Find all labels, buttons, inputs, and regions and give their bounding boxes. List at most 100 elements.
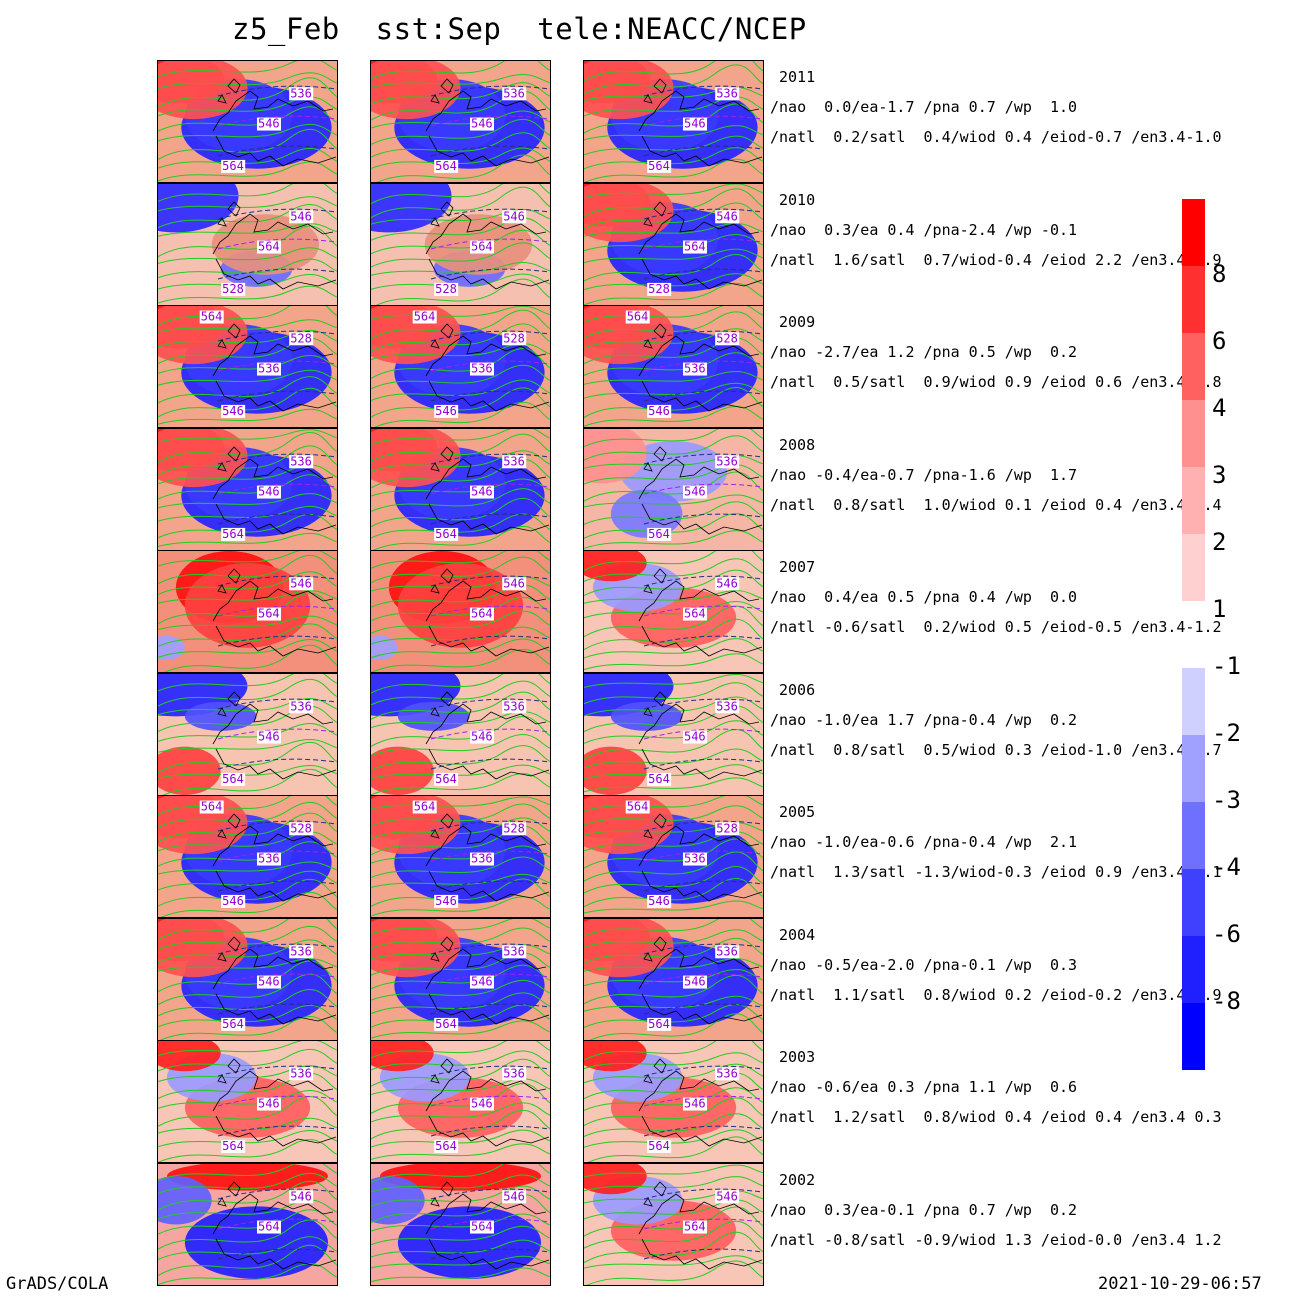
- height-contour: [158, 258, 337, 278]
- map-field: 546 564: [584, 551, 763, 672]
- index-line-1: /nao -0.5/ea-2.0 /pna-0.1 /wp 0.3: [770, 955, 1078, 974]
- height-contour: [158, 988, 337, 1017]
- height-contour: [584, 428, 763, 447]
- height-contour: [158, 623, 337, 648]
- year-label: 2010: [779, 190, 816, 209]
- map-field: 546 564: [584, 1163, 763, 1285]
- anomaly-blob: [584, 796, 674, 855]
- coastline: [212, 323, 337, 412]
- contour-label: 546: [256, 1097, 281, 1111]
- height-contour: [371, 878, 550, 908]
- svg-text:546: 546: [471, 484, 493, 498]
- height-contour: [584, 822, 763, 836]
- height-contour: [371, 1058, 550, 1087]
- contour-label: 546: [682, 484, 707, 499]
- contour-label: 546: [502, 209, 527, 223]
- height-contour: [371, 1267, 550, 1282]
- svg-text:564: 564: [435, 1139, 457, 1153]
- contour-label: 536: [682, 362, 707, 376]
- map-panel-2005-2: 528 536 546 564: [370, 795, 551, 918]
- svg-text:546: 546: [290, 209, 312, 223]
- index-line-1: /nao 0.4/ea 0.5 /pna 0.4 /wp 0.0: [770, 588, 1078, 606]
- height-contour: [584, 968, 763, 986]
- svg-text:528: 528: [290, 821, 312, 835]
- contour-label: 546: [469, 1097, 494, 1111]
- anomaly-blob: [158, 746, 221, 795]
- height-contour: [584, 352, 763, 377]
- height-contour: [158, 369, 337, 386]
- contour-label: 564: [221, 159, 246, 173]
- svg-text:564: 564: [258, 239, 280, 253]
- coastline: [638, 1180, 763, 1269]
- height-contour: [584, 558, 763, 583]
- height-contour: [371, 1213, 550, 1232]
- index-line-2: /natl 0.2/satl 0.4/wiod 0.4 /eiod-0.7 /e…: [770, 128, 1222, 146]
- height-contour: [158, 831, 337, 852]
- height-contour: [371, 82, 550, 105]
- height-contour: [158, 431, 337, 463]
- map-field: 536 546 564: [158, 673, 337, 795]
- svg-text:536: 536: [503, 699, 525, 713]
- height-contour: [589, 1012, 763, 1040]
- height-contour: [584, 681, 763, 704]
- coastline: [425, 78, 550, 167]
- height-contour: [371, 323, 550, 353]
- height-contour: [584, 551, 763, 572]
- map-panel-2004-1: 536 546 564: [157, 917, 338, 1041]
- contour-label: 546: [469, 484, 494, 499]
- height-contour: [584, 406, 763, 427]
- map-panel-2006-1: 536 546 564: [157, 672, 338, 796]
- colorbar-label: -3: [1212, 786, 1241, 814]
- map-panel-2008-1: 536 546 564: [157, 427, 338, 551]
- colorbar-label: 1: [1212, 595, 1227, 623]
- svg-text:536: 536: [503, 1066, 525, 1080]
- contour-label: 536: [715, 86, 740, 101]
- index-line-2: /natl -0.6/satl 0.2/wiod 0.5 /eiod-0.5 /…: [770, 618, 1222, 636]
- map-field: 528 536 546 564: [584, 796, 763, 917]
- height-contour: [158, 1041, 337, 1057]
- height-contour: [584, 1052, 763, 1070]
- map-field: 536 546 564: [584, 428, 763, 550]
- height-contour: [584, 183, 763, 198]
- timestamp: 2021-10-29-06:57: [1098, 1274, 1262, 1294]
- colorbar-label: -2: [1212, 719, 1241, 747]
- svg-text:536: 536: [503, 454, 525, 468]
- height-contour: [371, 1143, 550, 1161]
- height-contour: [158, 554, 337, 585]
- index-line-1: /nao 0.0/ea-1.7 /pna 0.7 /wp 1.0: [770, 98, 1078, 116]
- coastline: [638, 200, 763, 289]
- contour-label: 528: [647, 281, 672, 296]
- anomaly-blob: [158, 635, 185, 660]
- contour-label: 536: [289, 454, 314, 468]
- height-contour: [158, 464, 337, 485]
- svg-text:528: 528: [648, 281, 670, 295]
- colorbar-swatch: [1182, 869, 1205, 936]
- map-panel-2006-3: 536 546 564: [583, 672, 764, 796]
- map-panel-2007-1: 546 564: [157, 550, 338, 673]
- height-contour: [371, 979, 550, 1001]
- contour-label: 528: [715, 331, 740, 346]
- height-contour: [584, 328, 763, 349]
- contour-label: 536: [289, 1066, 314, 1081]
- contour-label: 536: [502, 944, 527, 958]
- height-contour: [371, 119, 550, 146]
- map-panel-2006-2: 536 546 564: [370, 672, 551, 796]
- coastline: [638, 935, 763, 1024]
- height-contour: [584, 337, 763, 365]
- svg-text:536: 536: [290, 944, 312, 958]
- height-contour: [584, 995, 763, 1012]
- contour-label: 564: [625, 310, 650, 324]
- height-contour: [158, 306, 337, 326]
- anomaly-blob: [610, 701, 683, 731]
- map-panel-2008-2: 536 546 564: [370, 427, 551, 551]
- contour-label: 546: [682, 729, 707, 744]
- coastline: [212, 568, 337, 657]
- height-contour: [371, 556, 550, 584]
- anomaly-blob: [371, 306, 461, 365]
- height-contour: [158, 428, 337, 443]
- anomaly-blob: [397, 1205, 542, 1279]
- contour-label: 564: [434, 771, 459, 786]
- contour-label: 546: [682, 974, 707, 989]
- height-contour: [371, 242, 550, 268]
- svg-text:564: 564: [648, 1016, 670, 1030]
